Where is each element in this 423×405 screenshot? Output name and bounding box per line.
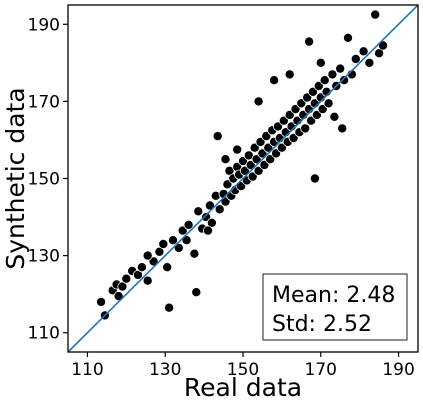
data-point (261, 131, 272, 142)
data-point (220, 154, 231, 165)
identity-reference-line (67, 4, 419, 353)
data-point (269, 75, 280, 86)
data-point (335, 63, 346, 74)
data-point (309, 173, 320, 184)
data-point (191, 287, 202, 298)
data-point (222, 179, 233, 190)
data-point (117, 281, 128, 292)
data-point (232, 144, 243, 155)
data-point (247, 171, 258, 182)
data-point (204, 200, 215, 211)
data-point (154, 246, 165, 257)
data-point (278, 115, 289, 126)
data-point (337, 123, 348, 134)
data-point (364, 57, 375, 68)
x-tick-label: 150 (227, 360, 259, 380)
stats-box-frame (262, 273, 408, 341)
x-tick-label: 130 (149, 360, 181, 380)
data-point (317, 104, 328, 115)
stats-std-label: Std: 2.52 (272, 312, 372, 337)
x-tick-label: 110 (71, 360, 103, 380)
data-point (189, 248, 200, 259)
data-point (167, 235, 178, 246)
data-point (214, 204, 225, 215)
data-point (142, 275, 153, 286)
data-point (377, 40, 388, 51)
data-point (319, 75, 330, 86)
y-axis-title: Synthetic data (1, 87, 30, 269)
data-point (304, 36, 315, 47)
data-point (329, 111, 340, 122)
data-point (164, 302, 175, 313)
data-point (284, 69, 295, 80)
y-axis-ticks: 110 130 150 170 190 (28, 15, 68, 344)
data-point (181, 235, 192, 246)
data-point (342, 32, 353, 43)
data-point (96, 296, 107, 307)
data-point (142, 250, 153, 261)
x-axis-title: Real data (184, 373, 302, 402)
x-tick-label: 190 (382, 360, 414, 380)
data-point (136, 262, 147, 273)
y-tick-label: 170 (28, 92, 60, 112)
data-point (193, 206, 204, 217)
data-point (327, 69, 338, 80)
data-point (183, 219, 194, 230)
stats-mean-label: Mean: 2.48 (272, 283, 395, 308)
data-point (202, 225, 213, 236)
data-point (206, 217, 217, 228)
data-point (296, 98, 307, 109)
data-point (177, 225, 188, 236)
data-point (162, 262, 173, 273)
data-point (300, 123, 311, 134)
data-point (121, 273, 132, 284)
x-tick-label: 170 (305, 360, 337, 380)
data-point (265, 154, 276, 165)
data-point (350, 54, 361, 65)
y-tick-label: 190 (28, 15, 60, 35)
data-point (239, 165, 250, 176)
data-point (315, 57, 326, 68)
data-points (96, 9, 388, 321)
data-point (212, 131, 223, 142)
data-point (370, 9, 381, 20)
data-point (323, 98, 334, 109)
y-tick-label: 130 (28, 247, 60, 267)
x-axis-ticks: 110 130 150 170 190 (71, 352, 415, 380)
y-tick-label: 150 (28, 170, 60, 190)
data-point (148, 256, 159, 267)
data-point (358, 46, 369, 57)
data-point (113, 291, 124, 302)
data-point (173, 242, 184, 253)
data-point (253, 96, 264, 107)
data-point (339, 75, 350, 86)
y-tick-label: 110 (28, 324, 60, 344)
data-point (313, 81, 324, 92)
data-point (158, 238, 169, 249)
stats-box: Mean: 2.48 Std: 2.52 (262, 273, 408, 341)
